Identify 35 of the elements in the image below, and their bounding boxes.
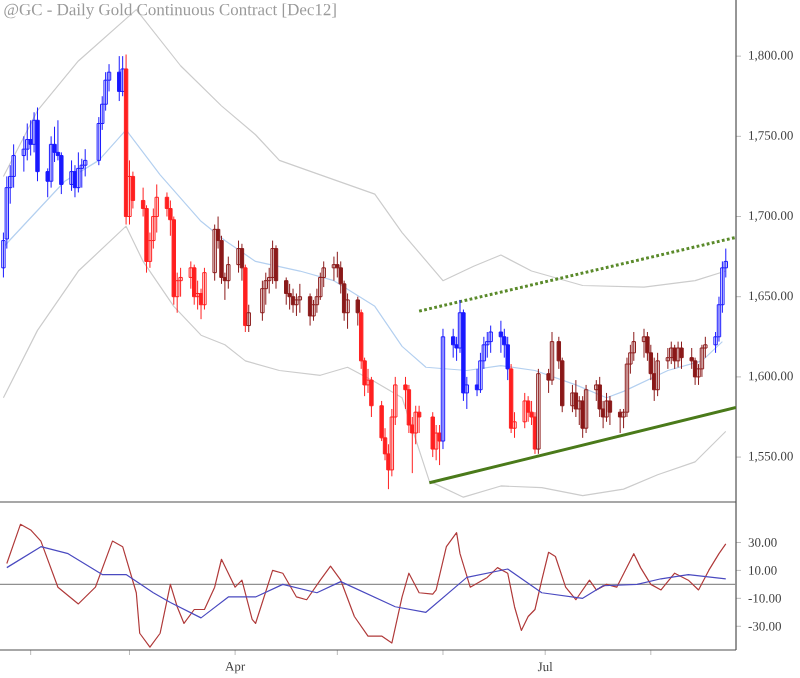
candlestick [679,341,684,370]
chart-title: @GC - Daily Gold Continuous Contract [Dec12] [4,3,336,19]
candlestick [430,411,435,458]
candlestick [273,244,279,290]
candlestick [239,243,245,282]
candlestick [212,224,217,282]
line-series [6,546,727,619]
candlestick [246,304,251,333]
line-series [2,129,723,399]
candlestick [202,267,207,311]
candlestick [675,341,681,368]
candlestick [655,352,660,397]
candlestick [355,296,360,327]
candlestick [536,368,541,455]
candlestick [69,159,74,192]
candlestick [307,293,313,327]
candlestick [549,331,555,386]
line-series [6,523,727,648]
candlestick [525,395,531,423]
candlestick [120,55,125,97]
candlestick [617,408,623,434]
candlestick [284,276,289,306]
candlestick [672,344,677,370]
candlestick [522,392,527,429]
candlestick [287,283,292,311]
line-series [2,225,727,498]
candlestick [76,151,81,193]
candlestick [236,240,241,274]
candlestick [607,395,613,426]
candlestick [297,283,303,314]
candlestick [243,264,248,333]
candlestick [665,347,671,370]
candlestick [35,106,40,182]
candlestick [699,344,705,378]
candlestick [260,280,265,322]
